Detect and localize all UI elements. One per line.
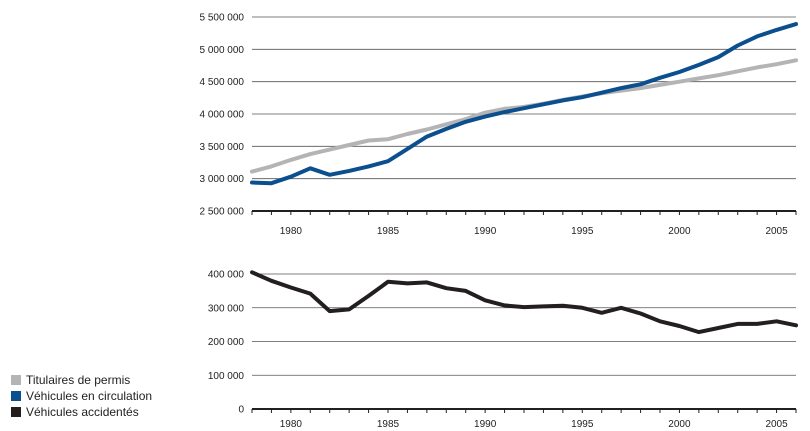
bottom-y-tick-label: 300 000 — [208, 303, 245, 314]
legend-item-titulaires: Titulaires de permis — [11, 372, 152, 388]
top-series-line-1 — [250, 22, 798, 186]
legend-swatch-titulaires — [11, 375, 21, 385]
bottom-x-tick-label: 1985 — [377, 419, 400, 430]
top-y-tick-label: 3 500 000 — [200, 142, 245, 153]
bottom-x-tick-label: 1995 — [571, 419, 594, 430]
top-x-tick-label: 1980 — [280, 226, 303, 237]
bottom-x-tick-label: 1980 — [280, 419, 303, 430]
top-x-tick-label: 1995 — [571, 226, 594, 237]
legend-swatch-vehicules-circulation — [11, 391, 21, 401]
top-y-tick-label: 5 500 000 — [200, 13, 245, 24]
bottom-y-tick-label: 100 000 — [208, 371, 245, 382]
bottom-x-tick-label: 1990 — [474, 419, 497, 430]
legend-item-vehicules-circulation: Véhicules en circulation — [11, 388, 152, 404]
legend-label-vehicules-circulation: Véhicules en circulation — [26, 389, 153, 403]
top-y-tick-label: 4 000 000 — [200, 110, 245, 121]
top-x-tick-label: 1990 — [474, 226, 497, 237]
top-y-tick-label: 2 500 000 — [200, 207, 245, 218]
top-series-line-0 — [250, 58, 798, 174]
top-x-tick-label: 1985 — [377, 226, 400, 237]
legend-swatch-vehicules-accidentes — [11, 407, 21, 417]
bottom-y-tick-label: 200 000 — [208, 337, 245, 348]
bottom-x-tick-label: 2000 — [668, 419, 691, 430]
legend-label-vehicules-accidentes: Véhicules accidentés — [26, 405, 139, 419]
top-x-tick-label: 2000 — [668, 226, 691, 237]
top-y-tick-label: 5 000 000 — [200, 45, 245, 56]
legend-item-vehicules-accidentes: Véhicules accidentés — [11, 404, 152, 420]
top-chart-panel: 2 500 000 3 000 000 3 500 000 4 000 000 4 50… — [200, 13, 798, 237]
top-y-tick-label: 4 500 000 — [200, 77, 245, 88]
top-x-tick-label: 2005 — [765, 226, 788, 237]
legend-label-titulaires: Titulaires de permis — [26, 373, 131, 387]
bottom-series-line-0 — [250, 270, 798, 335]
top-y-tick-label: 3 000 000 — [200, 174, 245, 185]
bottom-x-tick-label: 2005 — [765, 419, 788, 430]
bottom-y-tick-label: 400 000 — [208, 270, 245, 281]
legend: Titulaires de permis Véhicules en circul… — [11, 372, 152, 420]
bottom-y-tick-label: 0 — [238, 405, 244, 416]
bottom-chart-panel: 0 100 000 200 000 300 000 400 000 1980 1985 199… — [208, 270, 798, 430]
